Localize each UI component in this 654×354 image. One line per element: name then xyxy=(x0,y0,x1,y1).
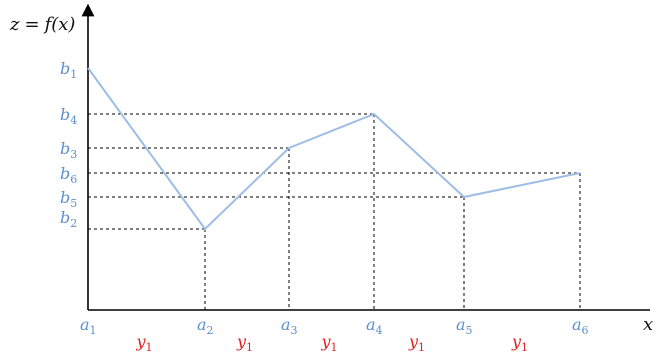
y-axis-title: z = f(x) xyxy=(9,14,75,35)
piecewise-curve xyxy=(87,67,581,231)
y-tick-label-4: b4 xyxy=(60,105,77,127)
x-tick-label-5: a5 xyxy=(456,315,473,337)
y-axis-title-eq: = xyxy=(24,14,39,35)
y-tick-label-3: b3 xyxy=(60,139,77,161)
x-tick-labels: a1 a2 a3 a4 a5 a6 xyxy=(80,315,589,337)
x-tick-label-1: a1 xyxy=(80,315,97,337)
interval-label-4: y1 xyxy=(408,332,425,354)
y-tick-label-2: b2 xyxy=(60,208,77,230)
y-tick-label-1: b1 xyxy=(60,59,77,81)
y-axis-title-arg: (x) xyxy=(51,14,75,35)
x-tick-label-6: a6 xyxy=(572,315,589,337)
x-tick-label-4: a4 xyxy=(366,315,383,337)
dashed-guide-lines xyxy=(88,113,581,310)
interval-label-5: y1 xyxy=(511,332,528,354)
x-axis-title: x xyxy=(643,314,653,335)
interval-label-2: y1 xyxy=(236,332,253,354)
x-tick-label-3: a3 xyxy=(281,315,298,337)
interval-labels: y1 y1 y1 y1 y1 xyxy=(136,332,529,354)
x-tick-label-2: a2 xyxy=(197,315,214,337)
y-tick-label-6: b6 xyxy=(60,164,77,186)
y-axis-title-lhs: z xyxy=(9,14,20,35)
interval-label-1: y1 xyxy=(136,332,153,354)
interval-label-3: y1 xyxy=(321,332,338,354)
y-tick-label-5: b5 xyxy=(60,188,77,210)
